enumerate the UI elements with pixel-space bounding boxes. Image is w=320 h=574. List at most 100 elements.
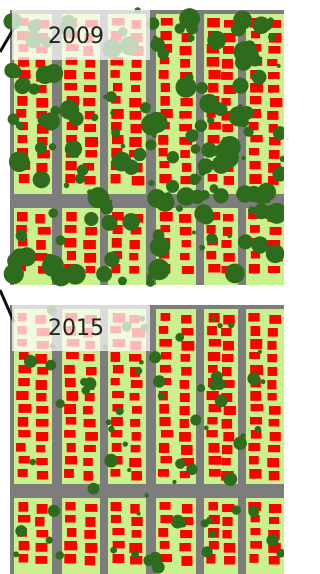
building (86, 367, 97, 375)
building (224, 176, 234, 185)
building (85, 137, 98, 147)
building (179, 543, 190, 551)
building (111, 174, 121, 183)
building (206, 251, 216, 259)
building (208, 502, 218, 510)
building (113, 83, 122, 91)
building (64, 83, 77, 90)
building (18, 417, 29, 427)
tree-canopy (88, 483, 100, 495)
building (112, 528, 124, 535)
tree-canopy (56, 399, 65, 408)
building (18, 502, 28, 512)
tree-canopy (149, 351, 161, 363)
building (250, 541, 262, 549)
building (222, 419, 233, 429)
building (85, 517, 95, 527)
building (84, 445, 96, 452)
tree-canopy (175, 458, 185, 468)
building (161, 430, 173, 438)
building (181, 328, 193, 335)
building (222, 59, 233, 69)
tree-canopy (208, 530, 216, 538)
building (111, 70, 120, 78)
tree-canopy (108, 426, 114, 432)
building (67, 251, 76, 260)
tree-canopy (118, 277, 127, 286)
building (129, 458, 141, 467)
building (160, 365, 171, 373)
building (132, 432, 141, 441)
building (132, 59, 142, 68)
tree-canopy (234, 41, 256, 63)
tree-canopy (227, 233, 232, 238)
tree-canopy (186, 464, 198, 476)
building (160, 502, 171, 510)
building (250, 83, 263, 93)
building (67, 443, 76, 452)
tree-canopy (148, 259, 170, 281)
building (160, 212, 173, 221)
tree-canopy (175, 23, 185, 33)
building (18, 430, 30, 437)
building (268, 328, 278, 337)
tree-canopy (16, 122, 24, 130)
tree-canopy (146, 139, 157, 150)
building (250, 528, 260, 535)
building (268, 367, 277, 376)
tree-canopy (236, 185, 253, 202)
tree-canopy (65, 140, 82, 157)
building (221, 458, 231, 465)
building (224, 543, 235, 553)
tree-canopy (45, 360, 56, 371)
building (113, 365, 124, 373)
tree-canopy (194, 204, 213, 223)
building (249, 264, 260, 274)
tree-canopy (171, 515, 185, 529)
tree-canopy (17, 247, 36, 266)
building (208, 83, 218, 93)
building (131, 380, 143, 388)
building (267, 341, 276, 350)
building (112, 238, 122, 248)
building (208, 443, 219, 453)
tree-canopy (240, 433, 245, 438)
building (182, 504, 193, 513)
building (158, 469, 169, 477)
tree-canopy (176, 77, 197, 98)
tree-canopy (122, 213, 139, 230)
building (179, 214, 191, 223)
building (16, 443, 26, 452)
tree-canopy (133, 148, 146, 161)
building (181, 445, 193, 455)
tree-canopy (55, 551, 64, 560)
tree-canopy (172, 480, 176, 484)
tree-canopy (210, 184, 219, 193)
building (84, 253, 96, 263)
tree-canopy (35, 142, 47, 154)
building (65, 225, 77, 233)
building (182, 266, 194, 274)
tree-canopy (110, 111, 115, 116)
tree-canopy (80, 378, 88, 386)
tree-canopy (140, 102, 151, 113)
tree-canopy (51, 266, 71, 286)
building (19, 174, 30, 183)
building (64, 554, 76, 563)
tree-canopy (158, 393, 165, 400)
building (111, 515, 121, 523)
building (249, 174, 261, 184)
tree-canopy (148, 180, 154, 186)
building (64, 70, 76, 79)
building (181, 367, 191, 376)
building (131, 124, 142, 133)
tree-canopy (64, 183, 70, 189)
building (180, 530, 192, 538)
building (64, 365, 75, 374)
tree-canopy (131, 551, 139, 559)
building (36, 432, 48, 441)
tree-canopy (238, 234, 253, 249)
building (84, 471, 93, 481)
building (159, 443, 169, 453)
building (222, 124, 233, 132)
